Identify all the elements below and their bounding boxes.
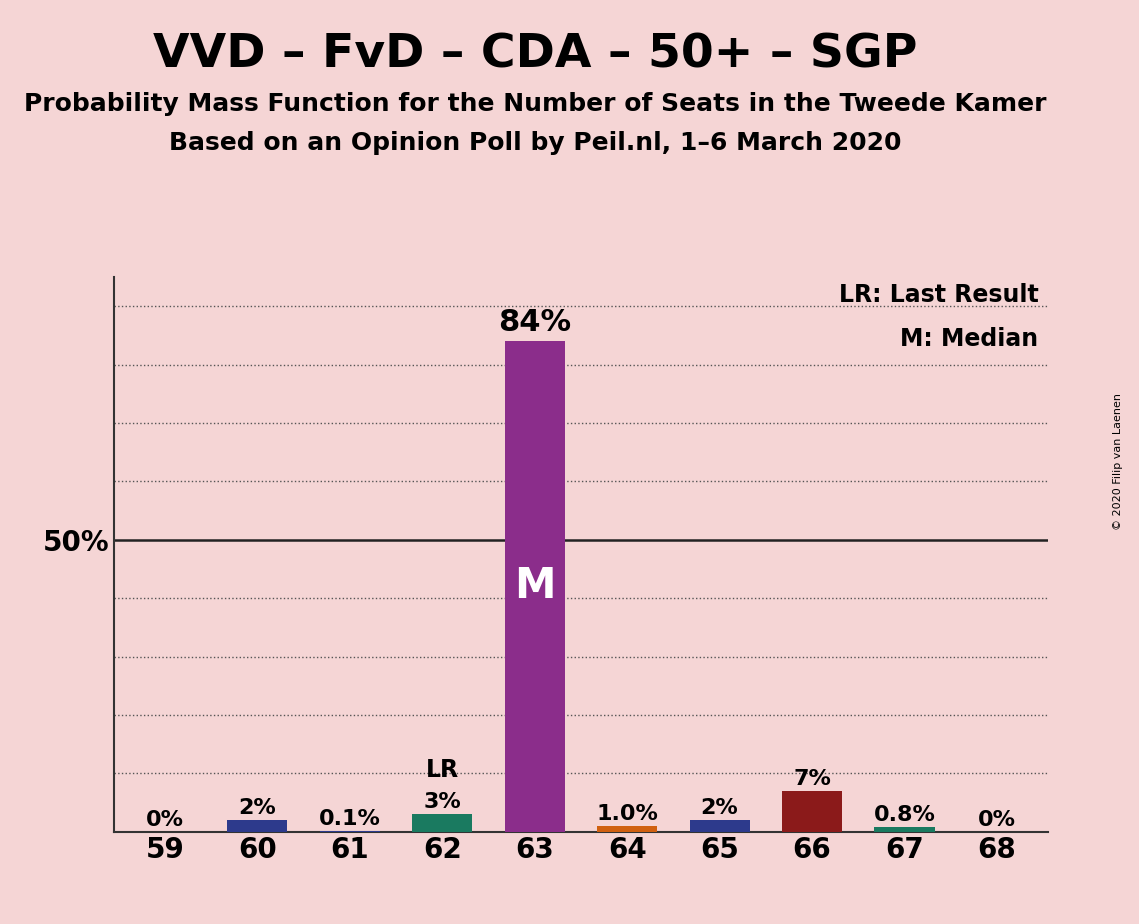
- Text: Probability Mass Function for the Number of Seats in the Tweede Kamer: Probability Mass Function for the Number…: [24, 92, 1047, 116]
- Text: 0.1%: 0.1%: [319, 809, 380, 829]
- Text: LR: LR: [426, 758, 459, 782]
- Bar: [227, 820, 287, 832]
- Text: 84%: 84%: [498, 308, 572, 336]
- Text: 0%: 0%: [146, 809, 183, 830]
- Bar: [597, 826, 657, 832]
- Text: VVD – FvD – CDA – 50+ – SGP: VVD – FvD – CDA – 50+ – SGP: [153, 32, 918, 78]
- Text: 1.0%: 1.0%: [596, 804, 658, 824]
- Text: LR: Last Result: LR: Last Result: [838, 283, 1039, 307]
- Text: © 2020 Filip van Laenen: © 2020 Filip van Laenen: [1114, 394, 1123, 530]
- Text: 3%: 3%: [424, 793, 461, 812]
- Bar: [505, 341, 565, 832]
- Text: M: Median: M: Median: [901, 327, 1039, 351]
- Text: 2%: 2%: [700, 798, 738, 818]
- Text: 2%: 2%: [238, 798, 276, 818]
- Text: Based on an Opinion Poll by Peil.nl, 1–6 March 2020: Based on an Opinion Poll by Peil.nl, 1–6…: [169, 131, 902, 155]
- Text: M: M: [514, 565, 556, 607]
- Bar: [782, 791, 842, 832]
- Bar: [689, 820, 749, 832]
- Text: 0.8%: 0.8%: [874, 805, 935, 825]
- Bar: [875, 827, 935, 832]
- Text: 0%: 0%: [978, 809, 1016, 830]
- Bar: [412, 814, 473, 832]
- Text: 7%: 7%: [793, 769, 831, 789]
